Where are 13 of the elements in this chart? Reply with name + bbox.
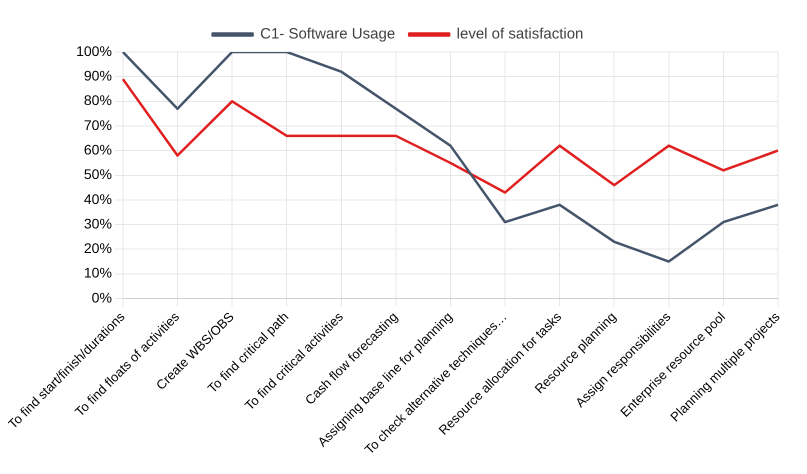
y-tick-label: 30%	[84, 215, 112, 232]
y-tick-label: 10%	[84, 264, 112, 281]
y-tick-label: 50%	[84, 166, 112, 182]
legend-label: C1- Software Usage	[260, 26, 396, 43]
y-tick-label: 60%	[84, 141, 112, 158]
y-tick-label: 0%	[92, 289, 112, 306]
legend-label: level of satisfaction	[456, 26, 584, 43]
y-tick-label: 40%	[84, 190, 112, 207]
y-tick-label: 90%	[84, 68, 112, 84]
y-tick-label: 70%	[84, 116, 112, 133]
y-tick-label: 100%	[76, 42, 112, 59]
y-tick-label: 20%	[84, 240, 112, 256]
y-tick-label: 80%	[84, 92, 112, 108]
